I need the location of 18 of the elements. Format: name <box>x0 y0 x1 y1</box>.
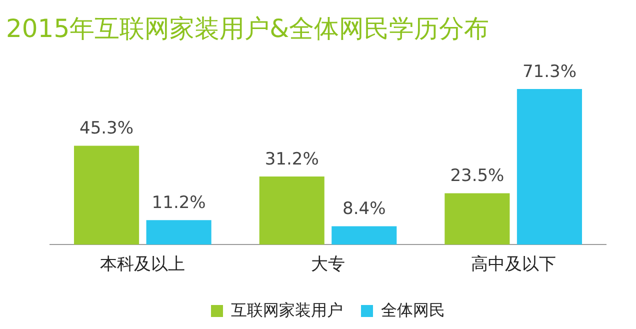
bar <box>74 146 140 245</box>
chart-title: 2015年互联网家装用户&全体网民学历分布 <box>6 13 490 45</box>
data-label: 23.5% <box>450 166 504 186</box>
legend-label: 全体网民 <box>381 302 445 320</box>
data-label: 8.4% <box>342 199 386 220</box>
bar <box>146 220 212 245</box>
x-tick-label: 高中及以下 <box>470 254 556 274</box>
x-tick-label: 本科及以上 <box>100 254 186 274</box>
data-label: 45.3% <box>80 118 134 139</box>
bar <box>444 193 510 245</box>
legend-label: 互联网家装用户 <box>231 301 343 320</box>
x-tick-label: 大专 <box>311 254 345 274</box>
bar <box>516 88 582 245</box>
data-label: 11.2% <box>152 193 206 214</box>
bar <box>259 176 324 245</box>
bar <box>332 226 397 245</box>
data-label: 71.3% <box>522 62 576 82</box>
data-label: 31.2% <box>264 149 319 170</box>
